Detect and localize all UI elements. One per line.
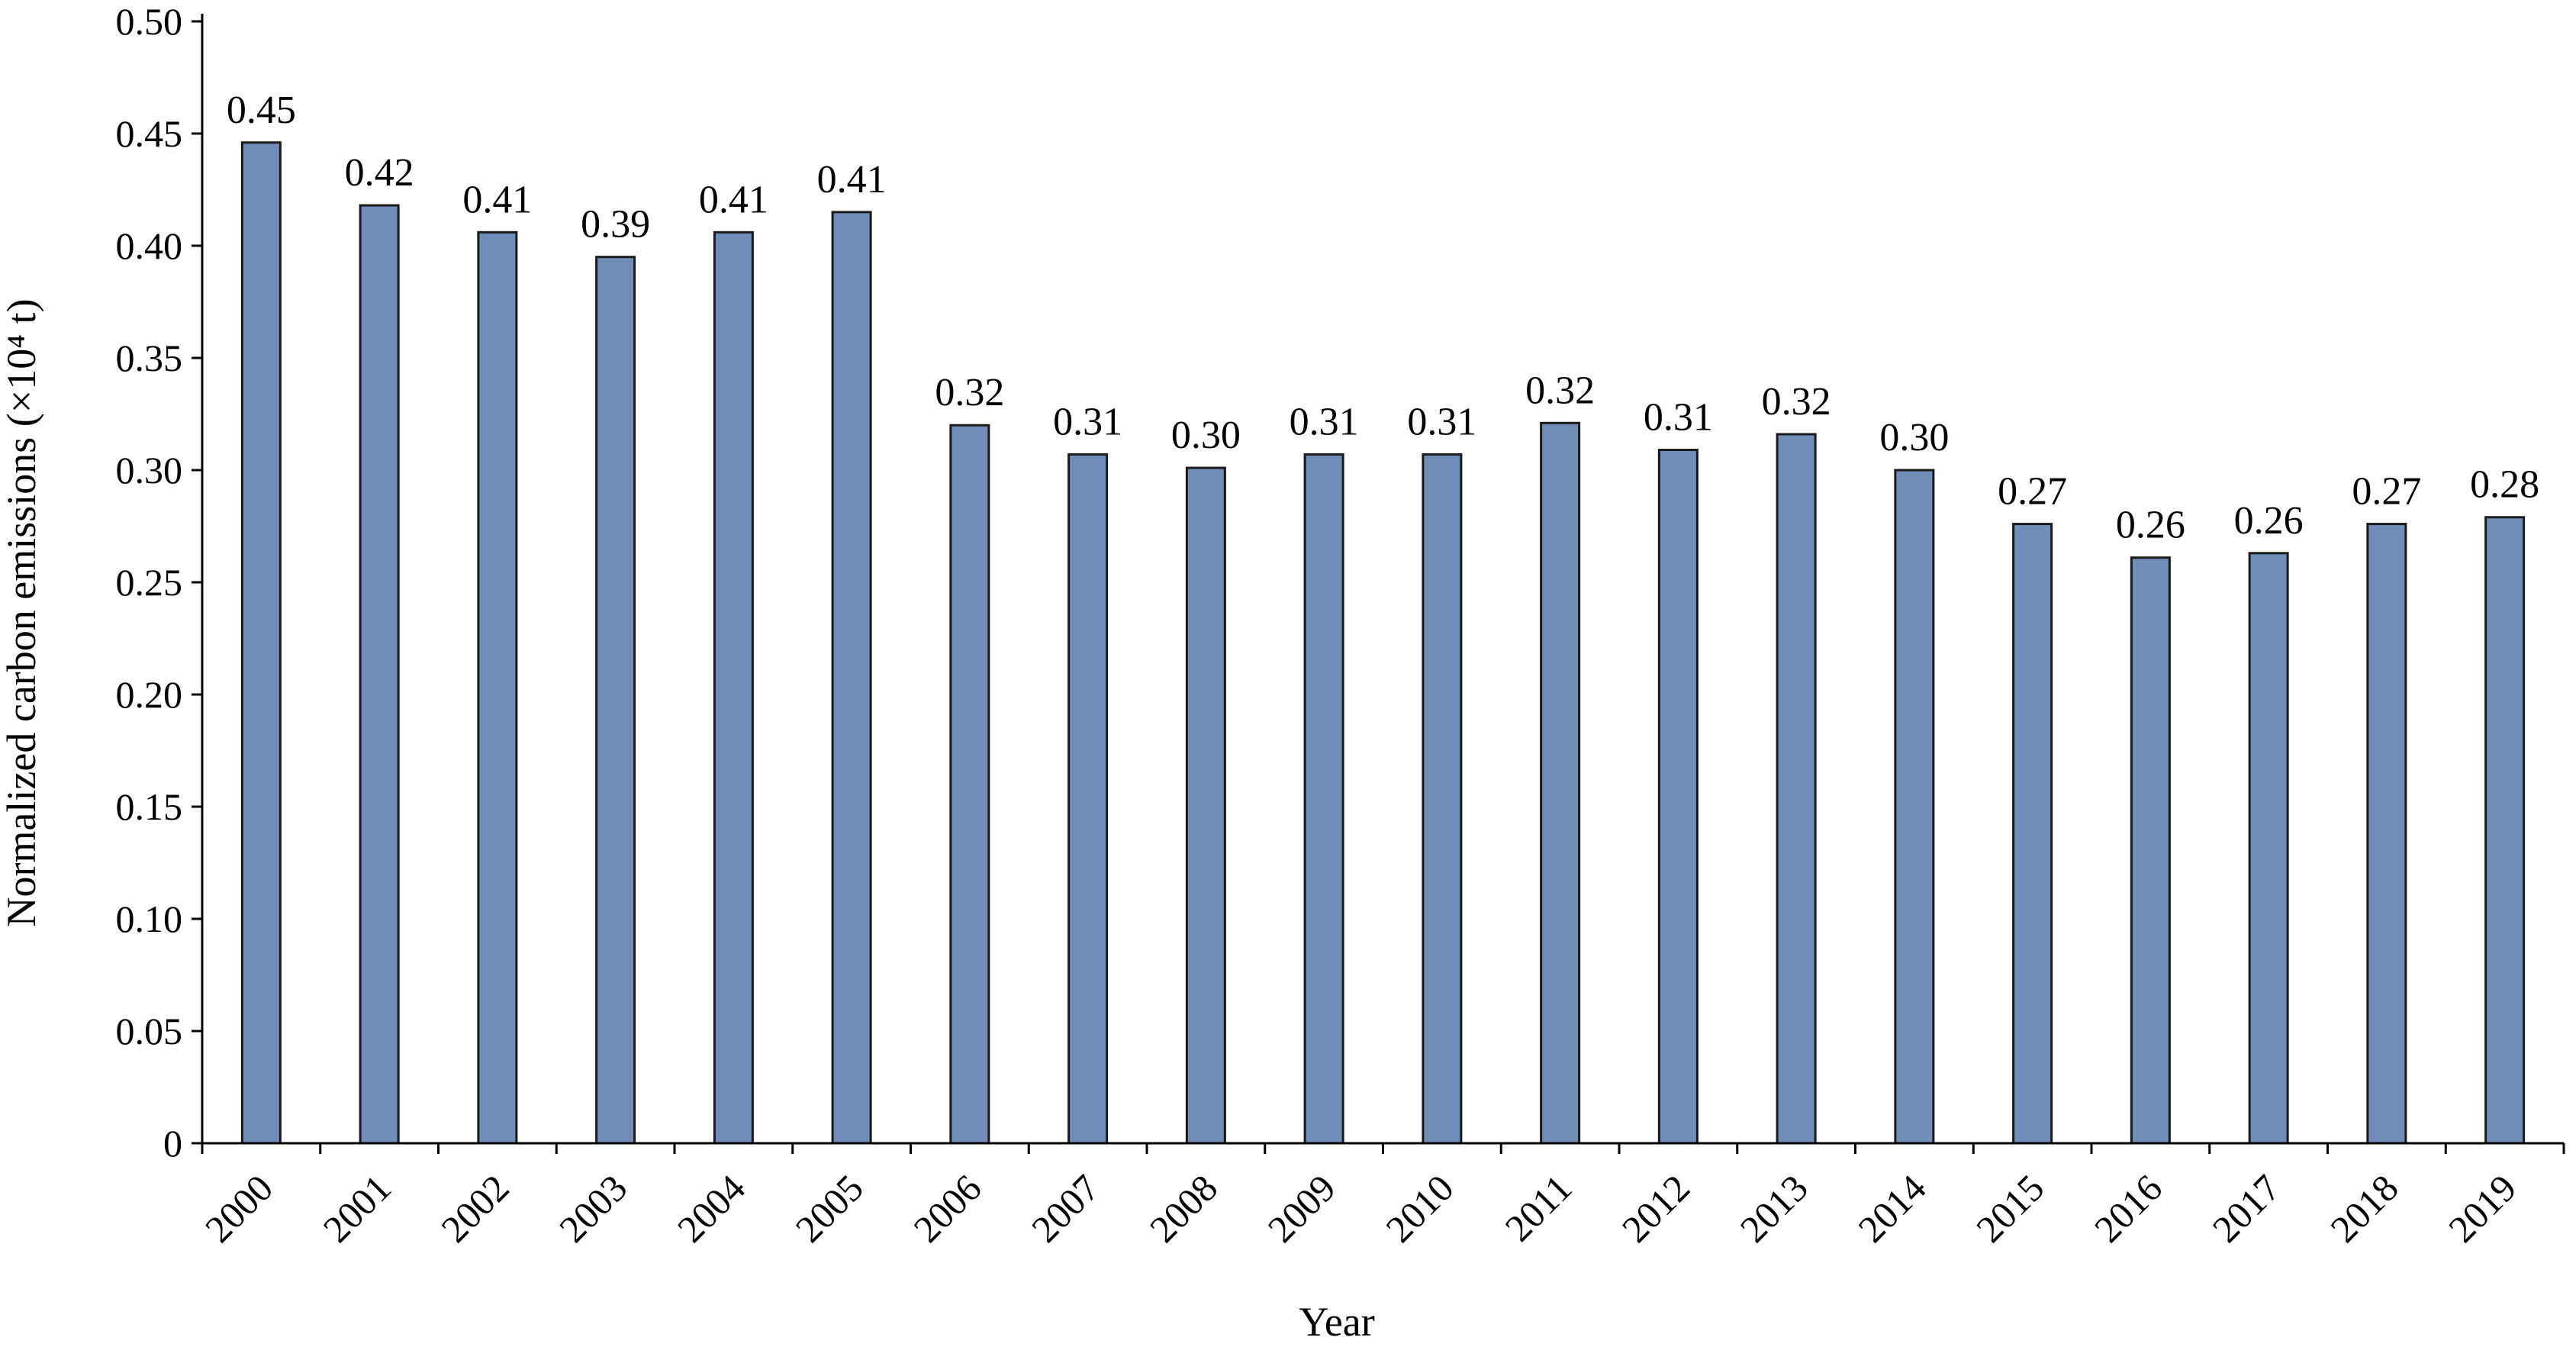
x-axis-title: Year	[1299, 1299, 1375, 1343]
x-tick-label-2002: 2002	[433, 1166, 517, 1250]
bar-2002	[477, 230, 518, 1145]
bar-2009	[1303, 453, 1344, 1145]
data-label-2013: 0.32	[1762, 380, 1831, 424]
data-label-2014: 0.30	[1879, 416, 1949, 459]
bar-2012	[1657, 449, 1699, 1145]
x-tick-label-2000: 2000	[197, 1166, 281, 1250]
y-tick-label-0.05: 0.05	[116, 1010, 183, 1052]
data-label-2003: 0.39	[581, 203, 650, 247]
x-tick-label-2001: 2001	[315, 1166, 399, 1250]
data-label-2002: 0.41	[462, 178, 532, 221]
x-tick-label-2010: 2010	[1377, 1166, 1461, 1250]
data-label-2004: 0.41	[699, 178, 768, 221]
y-axis-title: Normalized carbon emissions (×10⁴ t)	[0, 298, 44, 926]
data-label-2016: 0.26	[2116, 504, 2185, 547]
x-tick-label-2004: 2004	[669, 1166, 753, 1250]
bar-2017	[2248, 552, 2289, 1145]
y-tick-label-0.15: 0.15	[116, 785, 183, 828]
bar-2006	[949, 424, 990, 1145]
x-tick-label-2018: 2018	[2322, 1166, 2406, 1250]
y-tick-label-0.40: 0.40	[116, 224, 183, 267]
data-label-2001: 0.42	[345, 151, 414, 195]
bar-2007	[1067, 453, 1109, 1145]
axes-layer	[192, 14, 2565, 1154]
bars-layer	[240, 141, 2526, 1145]
y-tick-label-0.50: 0.50	[116, 0, 183, 43]
bar-2001	[359, 204, 400, 1145]
bar-2013	[1776, 433, 1817, 1145]
x-tick-label-2016: 2016	[2086, 1166, 2170, 1250]
x-tick-label-2009: 2009	[1260, 1166, 1344, 1250]
bar-2011	[1540, 421, 1581, 1145]
bar-2010	[1422, 453, 1463, 1145]
data-label-2011: 0.32	[1525, 369, 1595, 412]
data-label-2017: 0.26	[2234, 499, 2304, 543]
x-tick-label-2011: 2011	[1496, 1166, 1579, 1249]
data-label-2012: 0.31	[1644, 396, 1713, 440]
bar-2003	[595, 256, 636, 1145]
bar-2015	[2012, 523, 2053, 1145]
data-label-2018: 0.27	[2352, 470, 2421, 514]
bar-2008	[1185, 466, 1226, 1145]
y-tick-label-0.35: 0.35	[116, 337, 183, 379]
y-tick-label-0.20: 0.20	[116, 673, 183, 716]
bar-2000	[240, 141, 282, 1145]
y-tick-label-0: 0	[163, 1122, 182, 1165]
data-label-2015: 0.27	[1998, 470, 2067, 514]
x-tick-label-2019: 2019	[2440, 1166, 2524, 1250]
x-tick-label-2012: 2012	[1614, 1166, 1698, 1250]
data-label-2000: 0.45	[227, 89, 296, 132]
y-tick-label-0.10: 0.10	[116, 897, 183, 940]
data-label-2010: 0.31	[1407, 400, 1476, 443]
data-label-2005: 0.41	[817, 158, 887, 201]
data-label-2019: 0.28	[2470, 463, 2539, 507]
data-label-2008: 0.30	[1171, 414, 1241, 457]
data-label-2007: 0.31	[1053, 400, 1122, 443]
y-tick-label-0.45: 0.45	[116, 112, 183, 155]
data-label-2009: 0.31	[1290, 400, 1359, 443]
x-tick-label-2007: 2007	[1023, 1166, 1107, 1250]
x-tick-label-2003: 2003	[551, 1166, 635, 1250]
x-tick-label-2013: 2013	[1732, 1166, 1816, 1250]
x-tick-label-2014: 2014	[1850, 1166, 1934, 1250]
y-tick-label-0.30: 0.30	[116, 449, 183, 491]
bar-2018	[2366, 523, 2407, 1145]
bar-2014	[1894, 469, 1935, 1145]
data-label-2006: 0.32	[935, 371, 1004, 414]
bar-2005	[831, 211, 872, 1145]
bar-2004	[713, 230, 754, 1145]
y-tick-label-0.25: 0.25	[116, 561, 183, 604]
x-tick-label-2006: 2006	[905, 1166, 989, 1250]
x-tick-label-2005: 2005	[787, 1166, 871, 1250]
x-tick-label-2017: 2017	[2204, 1166, 2288, 1250]
bar-2019	[2484, 516, 2526, 1145]
x-tick-label-2008: 2008	[1141, 1166, 1225, 1250]
bar-2016	[2130, 556, 2171, 1145]
x-tick-label-2015: 2015	[1968, 1166, 2052, 1250]
